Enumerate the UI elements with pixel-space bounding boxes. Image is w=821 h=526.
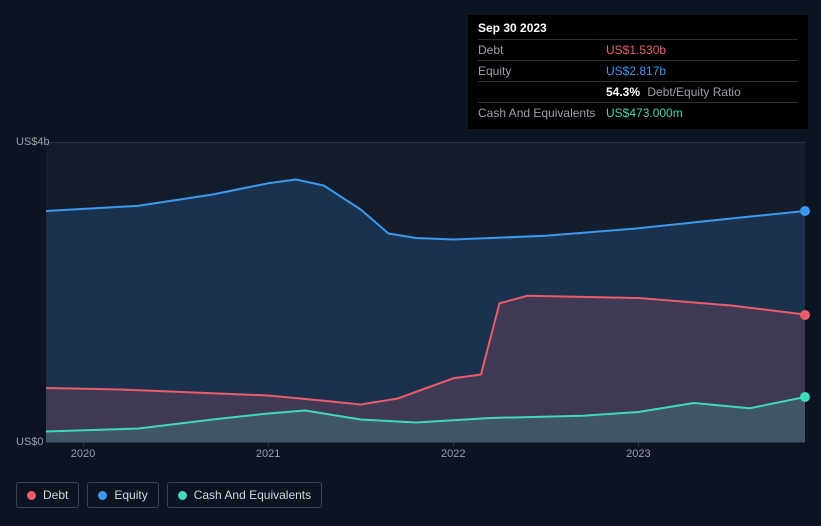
tooltip-value-debt: US$1.530b (606, 43, 666, 57)
legend-dot-icon (27, 491, 36, 500)
legend-dot-icon (98, 491, 107, 500)
tooltip-date: Sep 30 2023 (478, 21, 798, 39)
tooltip-value-equity: US$2.817b (606, 64, 666, 78)
x-axis-label: 2023 (626, 448, 650, 460)
legend-item-cash-and-equivalents[interactable]: Cash And Equivalents (167, 482, 322, 508)
tooltip-label-debt: Debt (478, 43, 606, 57)
x-axis-label: 2020 (71, 448, 95, 460)
tooltip-label-equity: Equity (478, 64, 606, 78)
tooltip-row-equity: Equity US$2.817b (478, 60, 798, 81)
y-axis-label: US$0 (16, 436, 44, 448)
x-axis: 2020 2021 2022 2023 (46, 448, 805, 468)
legend: Debt Equity Cash And Equivalents (16, 482, 322, 508)
series-end-dot-debt (800, 310, 810, 320)
legend-dot-icon (178, 491, 187, 500)
legend-label: Cash And Equivalents (194, 488, 311, 502)
tooltip-ratio-value: 54.3% Debt/Equity Ratio (606, 85, 741, 99)
chart-svg (46, 142, 805, 442)
x-tick (638, 442, 639, 447)
y-axis-label: US$4b (16, 136, 50, 148)
gridline (46, 142, 805, 143)
plot-area[interactable] (46, 142, 805, 442)
x-tick (453, 442, 454, 447)
tooltip-row-debt: Debt US$1.530b (478, 39, 798, 60)
tooltip-value-cash: US$473.000m (606, 106, 683, 120)
x-axis-label: 2022 (441, 448, 465, 460)
tooltip-row-cash: Cash And Equivalents US$473.000m (478, 102, 798, 123)
legend-item-equity[interactable]: Equity (87, 482, 158, 508)
x-tick (83, 442, 84, 447)
gridline (46, 442, 805, 443)
tooltip-row-ratio: 54.3% Debt/Equity Ratio (478, 81, 798, 102)
series-end-dot-equity (800, 206, 810, 216)
tooltip-label-ratio (478, 85, 606, 99)
legend-label: Equity (114, 488, 147, 502)
tooltip-ratio-pct: 54.3% (606, 85, 640, 99)
x-tick (268, 442, 269, 447)
tooltip-label-cash: Cash And Equivalents (478, 106, 606, 120)
tooltip-panel: Sep 30 2023 Debt US$1.530b Equity US$2.8… (468, 15, 808, 129)
series-end-dot-cash-and-equivalents (800, 392, 810, 402)
tooltip-ratio-label: Debt/Equity Ratio (647, 85, 740, 99)
x-axis-label: 2021 (256, 448, 280, 460)
legend-label: Debt (43, 488, 68, 502)
legend-item-debt[interactable]: Debt (16, 482, 79, 508)
